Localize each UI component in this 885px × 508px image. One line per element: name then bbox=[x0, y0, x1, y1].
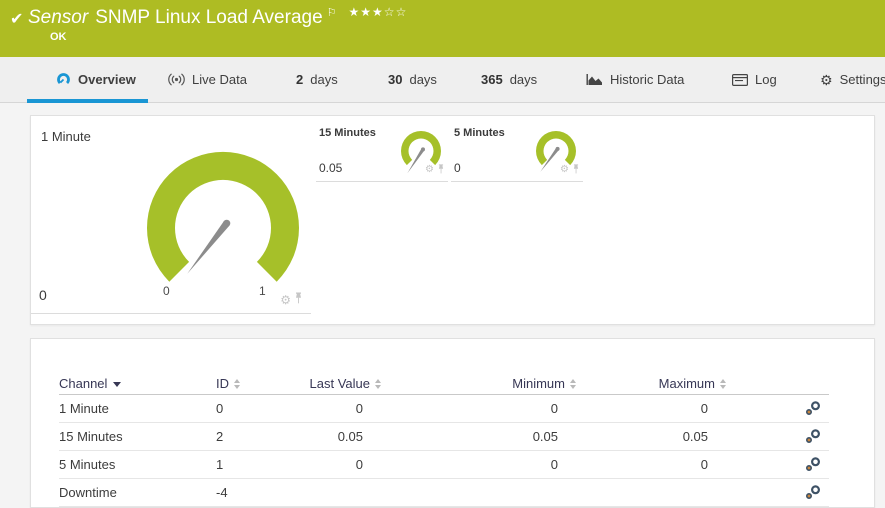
channel-name-cell: 5 Minutes bbox=[59, 457, 116, 472]
gauge-channel-name: 1 Minute bbox=[41, 129, 91, 144]
area-chart-icon bbox=[586, 73, 603, 86]
table-row-5-minutes: 5 Minutes 1 0 0 0 bbox=[59, 451, 829, 479]
page-title: SNMP Linux Load Average bbox=[95, 7, 323, 28]
channel-settings-gears-icon[interactable] bbox=[805, 429, 821, 444]
minimum-cell: 0.05 bbox=[532, 429, 558, 444]
sort-icon bbox=[720, 378, 726, 389]
channel-id-cell: 1 bbox=[216, 457, 224, 472]
gauges-overview-panel: 1 Minute 0 1 0 ⚙ 15 Minutes bbox=[30, 115, 875, 325]
gauge-current-value: 0 bbox=[39, 287, 47, 303]
sensor-status-banner: ✔ Sensor SNMP Linux Load Average ⚐ ★★★☆☆ OK bbox=[0, 0, 885, 57]
tab-overview[interactable]: Overview bbox=[56, 57, 136, 102]
gauge-tile-15-minutes: 15 Minutes 0.05 ⚙ bbox=[316, 116, 448, 182]
channel-settings-gears-icon[interactable] bbox=[805, 485, 821, 500]
tab-log[interactable]: Log bbox=[732, 57, 777, 102]
gear-icon: ⚙ bbox=[820, 71, 833, 88]
tab-bar: Overview Live Data 2 days 30 days 365 da… bbox=[0, 57, 885, 103]
minimum-cell: 0 bbox=[550, 401, 558, 416]
gauge-tile-1-minute: 1 Minute 0 1 0 ⚙ bbox=[31, 116, 311, 314]
pin-icon[interactable] bbox=[437, 161, 445, 179]
minimum-cell: 0 bbox=[550, 457, 558, 472]
gauge-scale-min-label: 0 bbox=[163, 284, 170, 298]
tab-365-days[interactable]: 365 days bbox=[481, 57, 537, 102]
table-row-downtime: Downtime -4 bbox=[59, 479, 829, 507]
channel-name-cell: 15 Minutes bbox=[59, 429, 123, 444]
channel-table-panel: Channel ID Last Value Minimum Maximum bbox=[30, 338, 875, 508]
status-ok-check-icon: ✔ bbox=[10, 11, 24, 28]
tab-settings[interactable]: ⚙ Settings bbox=[820, 57, 885, 102]
tab-2-days[interactable]: 2 days bbox=[296, 57, 338, 102]
channel-table: Channel ID Last Value Minimum Maximum bbox=[59, 373, 829, 507]
maximum-cell: 0 bbox=[700, 457, 708, 472]
column-header-last-value[interactable]: Last Value bbox=[301, 376, 381, 391]
maximum-cell: 0 bbox=[700, 401, 708, 416]
gauge-scale-max-label: 1 bbox=[259, 284, 266, 298]
tab-historic-data[interactable]: Historic Data bbox=[586, 57, 684, 102]
gauge-icon bbox=[56, 72, 71, 87]
channel-gear-icon[interactable]: ⚙ bbox=[560, 164, 569, 175]
gauge-current-value: 0 bbox=[454, 161, 461, 175]
pin-icon[interactable] bbox=[572, 161, 580, 179]
maximum-cell: 0.05 bbox=[682, 429, 708, 444]
tab-365-days-number: 365 bbox=[481, 72, 503, 87]
log-list-icon bbox=[732, 73, 748, 86]
channel-name-cell: 1 Minute bbox=[59, 401, 109, 416]
sort-icon bbox=[234, 378, 240, 389]
status-badge: OK bbox=[50, 31, 67, 43]
channel-settings-gears-icon[interactable] bbox=[805, 457, 821, 472]
tab-log-label: Log bbox=[755, 72, 777, 87]
tab-30-days-number: 30 bbox=[388, 72, 403, 87]
table-row-1-minute: 1 Minute 0 0 0 0 bbox=[59, 395, 829, 423]
last-value-cell: 0 bbox=[355, 457, 363, 472]
tab-2-days-label: days bbox=[310, 72, 338, 87]
channel-gear-icon[interactable]: ⚙ bbox=[280, 293, 291, 307]
tab-overview-label: Overview bbox=[78, 72, 136, 87]
channel-id-cell: -4 bbox=[216, 485, 228, 500]
tab-live-data[interactable]: Live Data bbox=[168, 57, 247, 102]
gauge-tile-5-minutes: 5 Minutes 0 ⚙ bbox=[451, 116, 583, 182]
tab-settings-label: Settings bbox=[839, 72, 885, 87]
sensor-title-row: Sensor SNMP Linux Load Average ⚐ ★★★☆☆ bbox=[28, 5, 408, 29]
priority-stars[interactable]: ★★★☆☆ bbox=[348, 5, 408, 19]
gauge-channel-name: 5 Minutes bbox=[454, 127, 505, 139]
gauge-chart-1-minute bbox=[143, 148, 303, 308]
channel-name-cell: Downtime bbox=[59, 485, 117, 500]
sort-desc-icon bbox=[113, 382, 122, 387]
gauge-chart-5-minutes bbox=[534, 129, 578, 173]
gauge-current-value: 0.05 bbox=[319, 161, 343, 175]
flag-marker-icon[interactable]: ⚐ bbox=[326, 7, 337, 19]
tab-live-data-label: Live Data bbox=[192, 72, 247, 87]
channel-id-cell: 0 bbox=[216, 401, 224, 416]
column-header-id[interactable]: ID bbox=[216, 376, 301, 391]
sort-icon bbox=[375, 378, 381, 389]
gauge-chart-15-minutes bbox=[399, 129, 443, 174]
tab-30-days-label: days bbox=[409, 72, 437, 87]
active-tab-underline bbox=[27, 99, 148, 103]
channel-id-cell: 2 bbox=[216, 429, 224, 444]
channel-settings-gears-icon[interactable] bbox=[805, 401, 821, 416]
last-value-cell: 0.05 bbox=[337, 429, 363, 444]
tab-2-days-number: 2 bbox=[296, 72, 304, 87]
gauge-channel-name: 15 Minutes bbox=[319, 127, 376, 139]
object-kind-label: Sensor bbox=[28, 7, 89, 28]
column-header-channel[interactable]: Channel bbox=[59, 376, 216, 391]
sort-icon bbox=[570, 378, 576, 389]
table-row-15-minutes: 15 Minutes 2 0.05 0.05 0.05 bbox=[59, 423, 829, 451]
tab-365-days-label: days bbox=[509, 72, 538, 87]
channel-table-header-row: Channel ID Last Value Minimum Maximum bbox=[59, 373, 829, 395]
tab-30-days[interactable]: 30 days bbox=[388, 57, 437, 102]
tab-historic-data-label: Historic Data bbox=[610, 72, 685, 87]
broadcast-icon bbox=[168, 73, 185, 86]
column-header-minimum[interactable]: Minimum bbox=[381, 376, 576, 391]
channel-gear-icon[interactable]: ⚙ bbox=[425, 164, 434, 175]
last-value-cell: 0 bbox=[355, 401, 363, 416]
pin-icon[interactable] bbox=[294, 291, 303, 309]
column-header-maximum[interactable]: Maximum bbox=[576, 376, 726, 391]
